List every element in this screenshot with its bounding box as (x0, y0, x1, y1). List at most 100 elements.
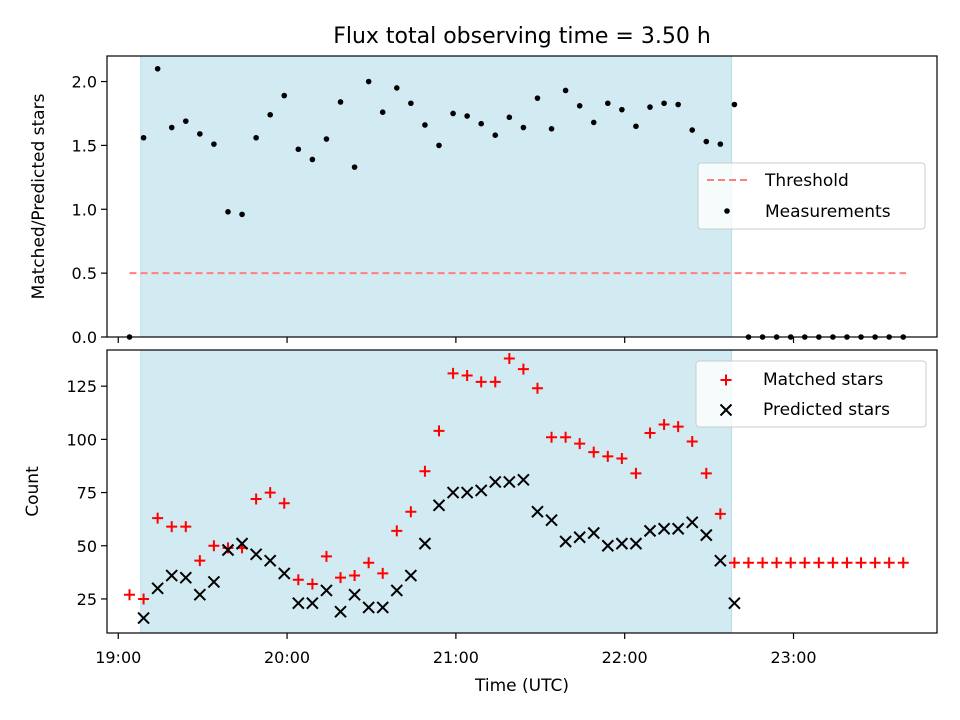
measurement-point (506, 114, 513, 121)
measurement-point (478, 120, 485, 127)
matched-stars-point (363, 557, 375, 569)
predicted-stars-point (306, 597, 319, 610)
matched-stars-point (742, 557, 754, 569)
measurement-point (197, 131, 203, 137)
predicted-stars-point (559, 535, 572, 548)
measurement-point (520, 124, 527, 131)
matched-stars-point (672, 421, 684, 433)
measurement-point (647, 104, 653, 110)
predicted-stars-point (249, 548, 263, 561)
predicted-stars-point (179, 571, 192, 584)
measurement-point (393, 85, 400, 91)
top-y-axis-label: Matched/Predicted stars (29, 93, 49, 299)
matched-stars-point (531, 382, 543, 394)
measurement-point (675, 101, 681, 108)
predicted-stars-point (390, 584, 404, 597)
top-y-tick-label: 1.5 (72, 136, 97, 155)
predicted-stars-point (263, 554, 277, 567)
matched-stars-point (264, 487, 276, 499)
measurement-point (281, 92, 288, 99)
measurement-point (590, 119, 597, 126)
matched-stars-point (517, 363, 529, 375)
measurement-point (140, 134, 147, 141)
bottom-y-tick-label: 50 (77, 537, 97, 556)
predicted-stars-point (348, 588, 361, 601)
matched-stars-point (869, 557, 881, 569)
measurement-point (450, 110, 456, 117)
matched-stars-point (292, 574, 304, 586)
predicted-stars-point (418, 537, 432, 550)
predicted-stars-point (587, 526, 600, 540)
predicted-stars-point (235, 537, 249, 550)
measurement-point (633, 123, 639, 130)
measurement-point (253, 134, 259, 141)
matched-stars-point (447, 367, 459, 379)
x-tick-label: 20:00 (264, 648, 310, 667)
matched-stars-point (799, 557, 811, 569)
predicted-stars-point (460, 486, 474, 499)
bottom-y-tick-label: 25 (77, 590, 97, 609)
bottom-y-axis-label: Count (23, 466, 43, 517)
matched-stars-point (194, 555, 206, 567)
predicted-stars-point (573, 531, 586, 544)
measurement-point (211, 141, 217, 147)
measurement-point (154, 65, 161, 72)
predicted-stars-point (503, 475, 516, 489)
predicted-stars-point (545, 514, 558, 527)
predicted-stars-point (643, 524, 657, 538)
legend-box (697, 162, 926, 230)
measurement-point (436, 142, 442, 149)
predicted-stars-point (193, 588, 207, 601)
matched-stars-point (728, 557, 740, 569)
matched-stars-point (475, 376, 487, 388)
measurement-point (168, 124, 175, 131)
measurement-point (548, 126, 555, 132)
predicted-stars-point (657, 522, 671, 535)
x-tick-label: 19:00 (95, 648, 141, 667)
top-y-tick-label: 0.5 (72, 264, 97, 283)
predicted-stars-point (376, 601, 389, 614)
matched-stars-point (714, 508, 726, 520)
measurement-point (323, 136, 330, 142)
measurement-point (534, 95, 541, 101)
measurement-point (464, 113, 470, 119)
legend-threshold-label: Threshold (764, 171, 849, 191)
matched-stars-point (630, 467, 642, 479)
top-chart: 0.0 0.5 1.0 1.5 2.0 Matched/Predicted stars Th… (29, 55, 938, 347)
matched-stars-point (250, 493, 262, 505)
measurement-point (619, 106, 625, 113)
predicted-stars-point (165, 569, 178, 582)
top-legend: Threshold Measurements (697, 162, 926, 230)
measurement-point (731, 101, 738, 108)
measurement-point (689, 127, 696, 133)
x-tick-label: 23:00 (770, 648, 816, 667)
top-y-tick-label: 2.0 (72, 73, 97, 92)
top-axes-frame (106, 55, 938, 338)
measurement-point (492, 132, 499, 138)
measurement-point (562, 87, 569, 94)
bottom-y-tick-label: 125 (66, 377, 97, 396)
matched-stars-point (335, 572, 347, 584)
matched-stars-point (686, 435, 698, 447)
matched-stars-point (616, 453, 628, 465)
predicted-stars-point (320, 584, 333, 597)
measurement-point (239, 211, 245, 218)
predicted-stars-point (221, 543, 235, 557)
matched-stars-point (419, 465, 431, 477)
matched-stars-point (574, 438, 586, 450)
matched-stars-point (771, 557, 783, 569)
predicted-stars-point (292, 597, 305, 610)
measurement-point (225, 209, 231, 215)
measurement-point (267, 111, 273, 118)
matched-stars-point (658, 418, 670, 430)
measurement-point (605, 100, 611, 107)
predicted-stars-point (151, 582, 164, 595)
x-axis-label: Time (UTC) (474, 676, 569, 696)
legend-predicted-label: Predicted stars (763, 400, 890, 420)
measurement-point (182, 118, 189, 124)
measurement-point (365, 78, 372, 85)
matched-stars-point (560, 431, 572, 443)
measurement-point (661, 100, 667, 107)
predicted-stars-point (278, 567, 291, 580)
